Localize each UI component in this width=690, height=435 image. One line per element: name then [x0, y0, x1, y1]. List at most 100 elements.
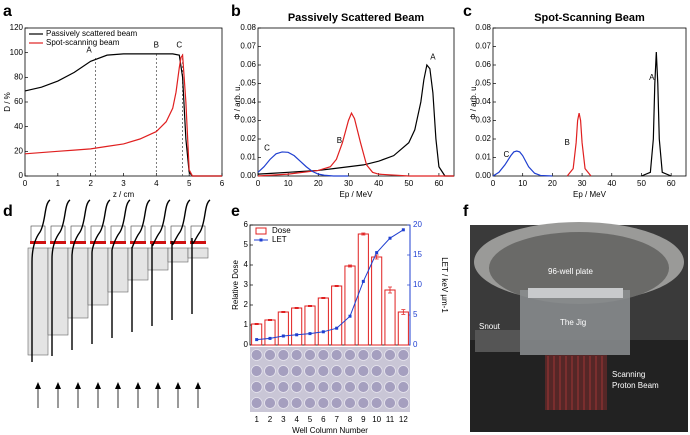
error-bar [401, 309, 406, 315]
let-point [308, 332, 312, 336]
x-tick-label: 30 [578, 179, 587, 188]
diagram-block [27, 247, 49, 356]
y-tick-label: 0.00 [475, 171, 491, 180]
diagram-block [47, 247, 69, 336]
plate-well [344, 365, 356, 377]
plate-well [277, 381, 290, 393]
diagram-marker [30, 241, 46, 244]
diagram-block [167, 247, 189, 263]
photo-label: 96-well plate [548, 267, 593, 276]
diagram-marker [190, 241, 206, 244]
let-point [321, 330, 325, 334]
panel-letter: e [231, 203, 240, 220]
panel-letter: a [3, 3, 12, 20]
y-tick-label: 0.07 [475, 42, 491, 51]
y-axis-label: Φ / arb. u. [469, 84, 478, 120]
error-bar [281, 311, 286, 313]
diagram-marker [70, 241, 86, 244]
diagram-arrowhead [195, 382, 201, 389]
annotation: A [649, 73, 655, 82]
y-tick-label: 5 [244, 240, 249, 249]
plate-well [250, 365, 263, 377]
photo-label: Proton Beam [612, 381, 659, 390]
y-tick-label: 0.02 [240, 134, 256, 143]
plate-well [304, 381, 316, 393]
plate-well [384, 365, 396, 377]
x-tick-label: 4 [294, 415, 299, 424]
error-bar [388, 286, 392, 294]
plate-well [357, 349, 370, 361]
y-tick-label: 20 [14, 146, 23, 155]
x-tick-label: 5 [187, 179, 192, 188]
x-axis-label: Ep / MeV [340, 190, 374, 199]
photo: 96-well plate The Jig Snout Scanning Pro… [470, 222, 688, 432]
y-axis-label: D / % [3, 92, 12, 112]
x-tick-label: 0 [256, 179, 261, 188]
x-tick-label: 6 [321, 415, 326, 424]
x-tick-label: 9 [361, 415, 366, 424]
x-tick-label: 50 [404, 179, 413, 188]
series-line [24, 53, 222, 177]
plate-well [370, 365, 383, 377]
chart-title: Passively Scattered Beam [288, 12, 425, 24]
y2-tick-label: 5 [413, 310, 418, 319]
plate-well [304, 397, 316, 409]
photo-beam [545, 355, 607, 410]
x-tick-label: 10 [372, 415, 381, 424]
plate-well [304, 365, 316, 377]
diagram-curve [131, 199, 151, 332]
photo-label: Snout [479, 322, 501, 331]
x-tick-label: 10 [284, 179, 293, 188]
dose-bar [384, 289, 396, 346]
y-tick-label: 0 [19, 171, 24, 180]
plate-well [264, 349, 276, 361]
panel-letter: c [463, 3, 472, 20]
dose-bar [264, 319, 276, 346]
plate-well [250, 349, 263, 361]
diagram-block [87, 247, 109, 306]
panel-letter: d [3, 203, 13, 220]
dose-bar [397, 311, 409, 346]
series-line [257, 111, 454, 177]
plate-well [370, 349, 383, 361]
diagram-block [107, 247, 129, 293]
legend-label: Dose [272, 226, 291, 235]
x-tick-label: 50 [637, 179, 646, 188]
diagram-arrowhead [55, 382, 61, 389]
let-point [361, 279, 365, 283]
photo-label: Scanning [612, 370, 645, 379]
y-tick-label: 0.02 [475, 134, 491, 143]
error-bar [268, 319, 272, 321]
error-bar [348, 264, 352, 268]
plate-well [290, 349, 303, 361]
y-tick-label: 1 [244, 320, 249, 329]
x-tick-label: 8 [348, 415, 353, 424]
panel-letter: f [463, 203, 469, 220]
plate-well [317, 349, 330, 361]
x-axis-label: Well Column Number [292, 426, 368, 435]
x-tick-label: 3 [121, 179, 126, 188]
y-tick-label: 0.04 [240, 97, 256, 106]
photo-jig [520, 290, 630, 355]
photo-plate [528, 288, 623, 298]
diagram-curve [171, 199, 191, 320]
diagram-curve [191, 199, 211, 314]
dose-bar [251, 323, 263, 346]
y-tick-label: 2 [244, 300, 249, 309]
diagram-arrowhead [95, 382, 101, 389]
x-tick-label: 40 [607, 179, 616, 188]
plate-well [264, 381, 276, 393]
plate-well [357, 365, 370, 377]
y-tick-label: 40 [14, 122, 23, 131]
annotation: A [86, 45, 92, 54]
error-bar [321, 297, 326, 299]
plate-well [330, 381, 343, 393]
diagram-marker [50, 241, 66, 244]
y-tick-label: 60 [14, 97, 23, 106]
annotation: B [337, 136, 342, 145]
dose-bar [317, 297, 329, 346]
y-tick-label: 0.03 [240, 116, 256, 125]
y2-axis-label: LET / keV µm-1 [440, 257, 449, 313]
